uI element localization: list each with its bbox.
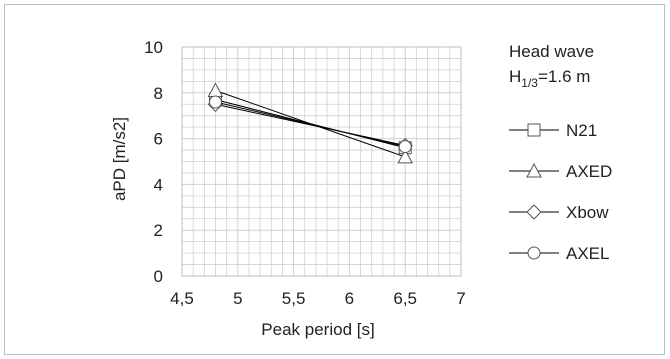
- data-point-triangle: [397, 148, 414, 164]
- legend-marker-square: [527, 123, 541, 137]
- data-point-circle: [398, 140, 412, 154]
- legend-title-line1: Head wave: [509, 42, 594, 61]
- legend-item-axel: AXEL: [509, 244, 609, 263]
- legend-marker-diamond: [526, 204, 542, 220]
- legend-label: N21: [566, 121, 597, 140]
- x-tick-label: 7: [456, 289, 465, 308]
- legend-marker-circle: [527, 246, 541, 260]
- legend-title-sub: 1/3: [521, 76, 538, 90]
- legend-item-axed: AXED: [509, 162, 612, 181]
- grid: [181, 46, 462, 277]
- legend-label: Xbow: [566, 203, 609, 222]
- series-layer: [207, 82, 414, 164]
- y-tick-label: 0: [154, 267, 163, 286]
- chart-frame: [4, 4, 665, 355]
- series-line: [215, 103, 406, 146]
- plot-area-border: [181, 46, 462, 277]
- legend-title-h: H: [509, 67, 521, 86]
- x-tick-label: 4,5: [170, 289, 194, 308]
- x-tick-label: 5: [233, 289, 242, 308]
- legend-items: N21 AXED Xbow AXEL: [509, 121, 612, 263]
- data-point-circle: [208, 95, 222, 109]
- legend-title-line2: H1/3=1.6 m: [509, 67, 590, 90]
- tick-labels: 4,5 5 5,5 6 6,5 7 0 2 4 6 8 10: [144, 38, 466, 308]
- series-axed: [207, 82, 414, 164]
- legend: Head wave H1/3=1.6 m N21 AXED Xbow AXEL: [509, 42, 612, 263]
- x-axis-title: Peak period [s]: [261, 320, 374, 339]
- legend-marker-triangle: [526, 162, 542, 178]
- legend-item-n21: N21: [509, 121, 597, 140]
- y-tick-label: 4: [154, 175, 163, 194]
- y-tick-label: 6: [154, 130, 163, 149]
- legend-title-rest: =1.6 m: [538, 67, 590, 86]
- series-axel: [208, 95, 412, 154]
- data-point-triangle: [207, 82, 224, 98]
- series-line: [215, 90, 406, 158]
- legend-item-xbow: Xbow: [509, 203, 609, 222]
- series-line: [215, 101, 406, 148]
- x-tick-label: 6: [345, 289, 354, 308]
- legend-label: AXED: [566, 162, 612, 181]
- y-tick-label: 10: [144, 38, 163, 57]
- y-axis-title: aPD [m/s2]: [110, 117, 129, 201]
- y-tick-label: 8: [154, 84, 163, 103]
- y-tick-label: 2: [154, 221, 163, 240]
- x-tick-label: 6,5: [393, 289, 417, 308]
- x-tick-label: 5,5: [282, 289, 306, 308]
- legend-label: AXEL: [566, 244, 609, 263]
